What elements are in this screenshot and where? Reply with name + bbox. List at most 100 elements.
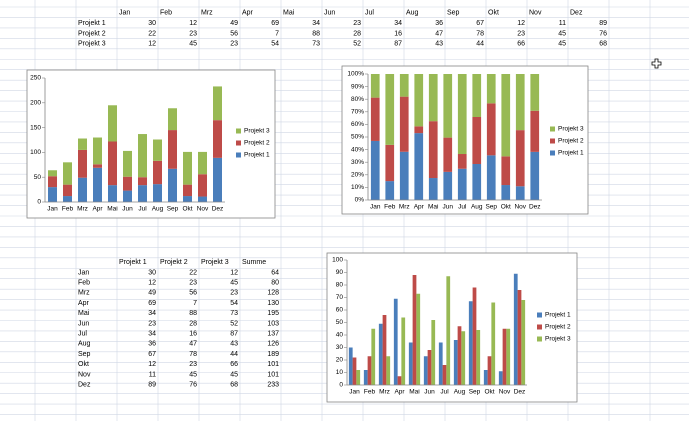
cell-value: 28 — [189, 320, 197, 327]
row-label: Nov — [78, 371, 91, 378]
y-tick-label: 80% — [351, 96, 364, 103]
bar-segment — [198, 174, 207, 197]
y-tick-label: 90% — [351, 83, 364, 90]
cell-value: 87 — [230, 331, 238, 338]
bar-segment — [108, 185, 117, 202]
row-label: Feb — [78, 280, 90, 287]
cell-value: 16 — [394, 30, 402, 37]
bar — [442, 365, 447, 385]
cell-value: 23 — [189, 280, 197, 287]
cell-value: 12 — [148, 361, 156, 368]
x-tick-label: Sep — [167, 206, 179, 213]
bar — [457, 326, 462, 385]
bar-segment — [515, 130, 525, 187]
bar-segment — [123, 150, 132, 177]
cell-value: 88 — [312, 30, 320, 37]
x-tick-label: Jan — [370, 204, 381, 211]
bar-segment — [93, 167, 102, 202]
y-tick-label: 70 — [336, 294, 344, 301]
row-label: Dez — [78, 382, 91, 389]
cell-value: 89 — [148, 382, 156, 389]
x-tick-label: Aug — [471, 204, 483, 211]
x-tick-label: Mai — [409, 389, 419, 396]
row-label: Okt — [78, 361, 89, 368]
y-tick-label: 0 — [339, 382, 343, 389]
cell-value: 54 — [271, 41, 279, 48]
cell-value: 34 — [312, 20, 320, 27]
y-tick-label: 250 — [30, 75, 41, 82]
cell-value: 7 — [193, 300, 197, 307]
bar-segment — [123, 176, 132, 191]
cell-value: 130 — [267, 300, 279, 307]
bar — [453, 340, 458, 385]
cell-value: 7 — [275, 30, 279, 37]
bar-segment — [443, 137, 453, 172]
x-tick-label: Dez — [529, 204, 541, 211]
bar-segment — [48, 170, 57, 177]
x-tick-label: Jul — [138, 206, 147, 213]
y-tick-label: 100% — [347, 71, 364, 78]
row-label: Jul — [78, 331, 87, 338]
bar-segment — [428, 74, 438, 122]
cell-value: 47 — [435, 30, 443, 37]
x-tick-label: Dez — [212, 206, 224, 213]
cell-value: 12 — [189, 20, 197, 27]
cell-value: 45 — [189, 41, 197, 48]
bar-segment — [108, 105, 117, 142]
cell-value: 54 — [230, 300, 238, 307]
y-tick-label: 50 — [336, 319, 344, 326]
y-tick-label: 10% — [351, 184, 364, 191]
cell-value: 87 — [394, 41, 402, 48]
cell-value: 73 — [230, 310, 238, 317]
column-header: Summe — [242, 259, 266, 266]
column-header: Mai — [283, 9, 295, 16]
x-tick-label: Nov — [499, 389, 511, 396]
cell-value: 64 — [271, 269, 279, 276]
cell-value: 36 — [435, 20, 443, 27]
bar — [502, 328, 507, 385]
y-tick-label: 60 — [336, 307, 344, 314]
bar-segment — [213, 120, 222, 158]
x-tick-label: Sep — [485, 204, 497, 211]
cell-value: 34 — [148, 310, 156, 317]
bar — [423, 356, 428, 385]
bar — [468, 301, 473, 385]
bar — [367, 356, 372, 385]
cell-value: 12 — [148, 280, 156, 287]
legend-label: Projekt 1 — [558, 150, 584, 157]
bar-segment — [63, 196, 72, 202]
bar-segment — [183, 184, 192, 197]
bar-segment — [153, 160, 162, 185]
bar — [348, 347, 353, 385]
cell-value: 12 — [148, 41, 156, 48]
cell-value: 76 — [599, 30, 607, 37]
cell-value: 23 — [189, 361, 197, 368]
row-label: Aug — [78, 341, 91, 348]
column-header: Projekt 2 — [160, 259, 188, 266]
cell-value: 45 — [230, 280, 238, 287]
x-tick-label: Mrz — [399, 204, 410, 211]
y-tick-label: 60% — [351, 121, 364, 128]
cell-value: 195 — [267, 310, 279, 317]
bar-segment — [138, 134, 147, 178]
bar-segment — [457, 154, 467, 169]
cell-value: 23 — [230, 290, 238, 297]
bar-segment — [370, 97, 380, 141]
y-tick-label: 40 — [336, 332, 344, 339]
cell-value: 67 — [148, 351, 156, 358]
y-tick-label: 50% — [351, 134, 364, 141]
bar-segment — [501, 185, 511, 200]
bar-segment — [457, 168, 467, 200]
x-tick-label: Jun — [424, 389, 435, 396]
cell-value: 23 — [230, 41, 238, 48]
cell-value: 45 — [558, 41, 566, 48]
bar-segment — [428, 178, 438, 200]
bar — [356, 370, 361, 385]
cell-value: 43 — [435, 41, 443, 48]
legend-label: Projekt 3 — [545, 336, 571, 343]
column-header: Jan — [119, 9, 130, 16]
bar — [382, 315, 387, 385]
bar-segment — [123, 190, 132, 202]
legend-swatch — [550, 150, 555, 156]
bar — [498, 371, 503, 385]
